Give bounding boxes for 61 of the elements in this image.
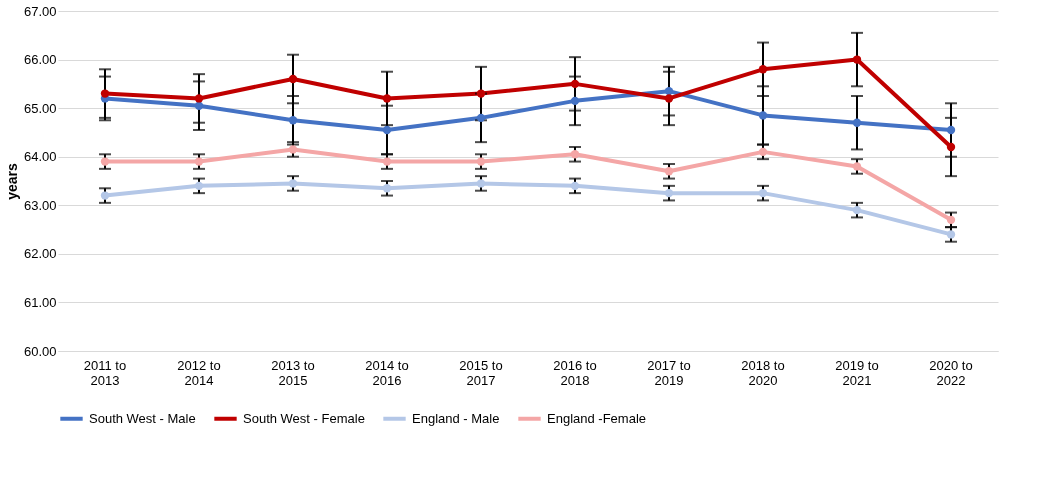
x-tick-label: 2020 to 2022 [929,357,973,388]
point [758,147,768,157]
point [852,118,862,127]
x-tick-label: 2018 to 2020 [741,357,785,388]
y-tick-label: 63.00 [23,197,57,213]
legend-label: South West - Female [243,410,365,426]
point [946,142,956,152]
y-tick-label: 67.00 [23,3,57,19]
point [946,215,956,225]
y-tick-label: 61.00 [23,294,57,310]
point [852,55,862,64]
x-tick-label: 2013 to 2015 [271,357,315,388]
point [288,145,298,154]
point [288,74,298,84]
x-tick-label: 2012 to 2014 [177,357,221,388]
x-tick-label: 2011 to 2013 [83,357,127,388]
legend-label: England - Male [412,410,500,426]
point [382,94,392,103]
point [570,181,580,191]
point [476,157,486,166]
point [288,179,298,188]
y-axis-title: years [3,162,20,200]
point [758,188,768,198]
x-tick-label: 2014 to 2016 [365,357,409,388]
point [570,96,580,106]
point [100,191,110,200]
point [664,188,674,198]
point [288,116,298,125]
point [194,94,204,103]
y-tick-label: 64.00 [23,149,57,165]
legend-label: England -Female [547,410,646,426]
y-tick-label: 65.00 [23,100,57,116]
legend-label: South West - Male [89,410,196,426]
point [476,179,486,188]
point [194,181,204,191]
point [664,167,674,176]
point [852,162,862,171]
point [852,205,862,215]
x-tick-label: 2016 to 2018 [553,357,597,388]
x-tick-label: 2019 to 2021 [835,357,879,388]
point [382,184,392,193]
y-tick-label: 62.00 [23,246,57,262]
point [382,157,392,166]
y-tick-label: 66.00 [23,52,57,68]
point [664,94,674,103]
point [758,65,768,74]
y-tick-label: 60.00 [23,343,57,359]
point [758,111,768,120]
point [476,113,486,123]
x-tick-label: 2017 to 2019 [647,357,691,388]
point [382,125,392,135]
point [100,89,110,98]
point [194,157,204,166]
point [946,230,956,239]
point [946,125,956,135]
point [664,86,674,96]
point [570,150,580,159]
point [194,101,204,110]
point [570,79,580,89]
x-tick-label: 2015 to 2017 [459,357,503,388]
point [100,157,110,166]
